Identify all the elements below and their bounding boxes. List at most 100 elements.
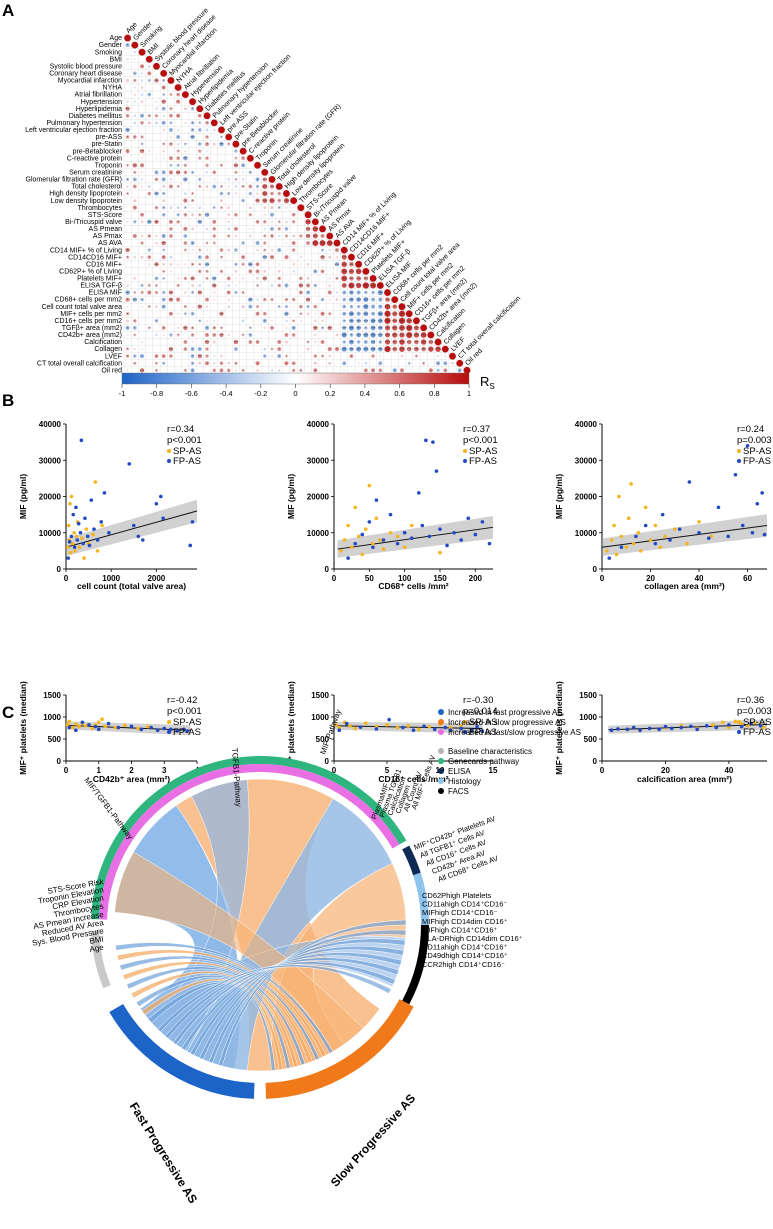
heatmap-mark [140,135,144,139]
heatmap-mark [277,227,281,231]
heatmap-mark [183,198,188,203]
data-point [66,545,70,550]
heatmap-sig-label: * [163,298,165,302]
heatmap-mark [125,127,130,133]
heatmap-sig-label: * [286,362,288,366]
y-tick-label: 1000 [43,713,61,722]
heatmap-cell [318,345,327,353]
heatmap-row-label: Low density lipoprotein [51,198,122,205]
data-point [337,728,342,732]
heatmap-sig-label: * [264,319,266,323]
heatmap-mark [226,290,231,295]
heatmap-mark [436,368,440,372]
data-point [706,536,711,540]
facs-label: CD49dhigh CD14⁺CD16⁺ [422,951,508,960]
heatmap-sig-label: * [177,333,179,337]
heatmap-mark [269,198,275,204]
heatmap-sig-label: * [192,199,194,203]
heatmap-mark [205,269,209,273]
heatmap-sig-label: * [149,93,151,97]
heatmap-cell [297,246,305,254]
heatmap-mark [139,149,145,154]
heatmap-cell [311,253,320,261]
heatmap-sig-label: * [149,192,151,196]
data-point [668,538,672,542]
heatmap-sig-label: *** [429,341,434,345]
heatmap-sig-label: * [221,206,223,210]
data-point [679,725,684,730]
heatmap-cell [188,182,197,191]
heatmap-cell [196,225,204,233]
data-point [658,545,663,550]
heatmap-cell [145,295,154,304]
heatmap-mark [328,255,332,259]
heatmap-mark [125,43,130,48]
heatmap-cell [188,140,197,148]
heatmap-cell [174,288,182,297]
heatmap-mark [176,156,180,161]
heatmap-mark [241,198,245,203]
heatmap-cell [145,196,154,205]
heatmap-sig-label: * [264,312,266,316]
heatmap-cell [131,62,139,70]
heatmap-cell [174,246,182,254]
heatmap-mark [269,184,275,189]
legend-marker [167,720,171,724]
heatmap-mark [435,346,441,352]
heatmap-mark [183,305,188,309]
data-point [106,721,111,726]
legend-source-label: ELISA [448,767,471,776]
facs-label: CD11ahigh CD14⁺CD16⁻ [422,900,507,909]
heatmap-mark [205,227,209,231]
heatmap-mark [212,227,217,231]
y-tick-label: 500 [316,735,330,744]
heatmap-mark [356,346,362,352]
heatmap-mark [169,270,173,273]
heatmap-sig-label: *** [378,333,383,337]
heatmap-cell [167,246,175,254]
heatmap-col-label: CT total overall calcification [457,295,522,360]
heatmap-sig-label: *** [212,284,217,288]
heatmap-mark [205,319,209,322]
heatmap-mark [305,226,311,232]
heatmap-mark [312,233,318,239]
heatmap-sig-label: * [163,107,165,111]
heatmap-sig-label: * [177,164,179,168]
heatmap-sig-label: * [235,157,237,161]
heatmap-cell [239,218,247,226]
heatmap-mark [139,64,145,69]
chord-ribbon [189,945,405,1056]
y-axis-label: MIF⁺ platelets (median) [554,681,564,775]
data-point [71,512,76,517]
heatmap-sig-label: * [163,249,165,253]
heatmap-sig-label: * [380,341,382,345]
heatmap-mark [434,338,442,346]
heatmap-sig-label: *** [414,333,419,337]
heatmap-cell [333,267,341,276]
data-point [360,532,365,537]
heatmap-mark [176,263,180,266]
heatmap-mark [191,340,194,344]
heatmap-cell [181,182,190,191]
data-point [663,534,667,539]
data-point [139,727,144,732]
heatmap-mark [161,85,166,90]
heatmap-mark [219,311,224,316]
heatmap-sig-label: *** [349,319,354,323]
heatmap-sig-label: * [293,249,295,253]
y-tick-label: 10000 [575,529,598,538]
colorbar-gradient [121,372,470,385]
heatmap-sig-label: * [365,341,367,345]
heatmap-mark [342,361,347,366]
heatmap-sig-label: * [221,270,223,274]
data-point [356,534,361,539]
heatmap-row-label: Diabetes mellitus [69,113,123,120]
heatmap-mark [248,269,253,274]
heatmap-sig-label: * [185,206,187,210]
heatmap-mark [378,304,383,309]
heatmap-sig-label: * [271,234,273,238]
heatmap-sig-label: *** [349,277,354,281]
heatmap-mark [197,113,202,118]
heatmap-mark [183,234,188,238]
